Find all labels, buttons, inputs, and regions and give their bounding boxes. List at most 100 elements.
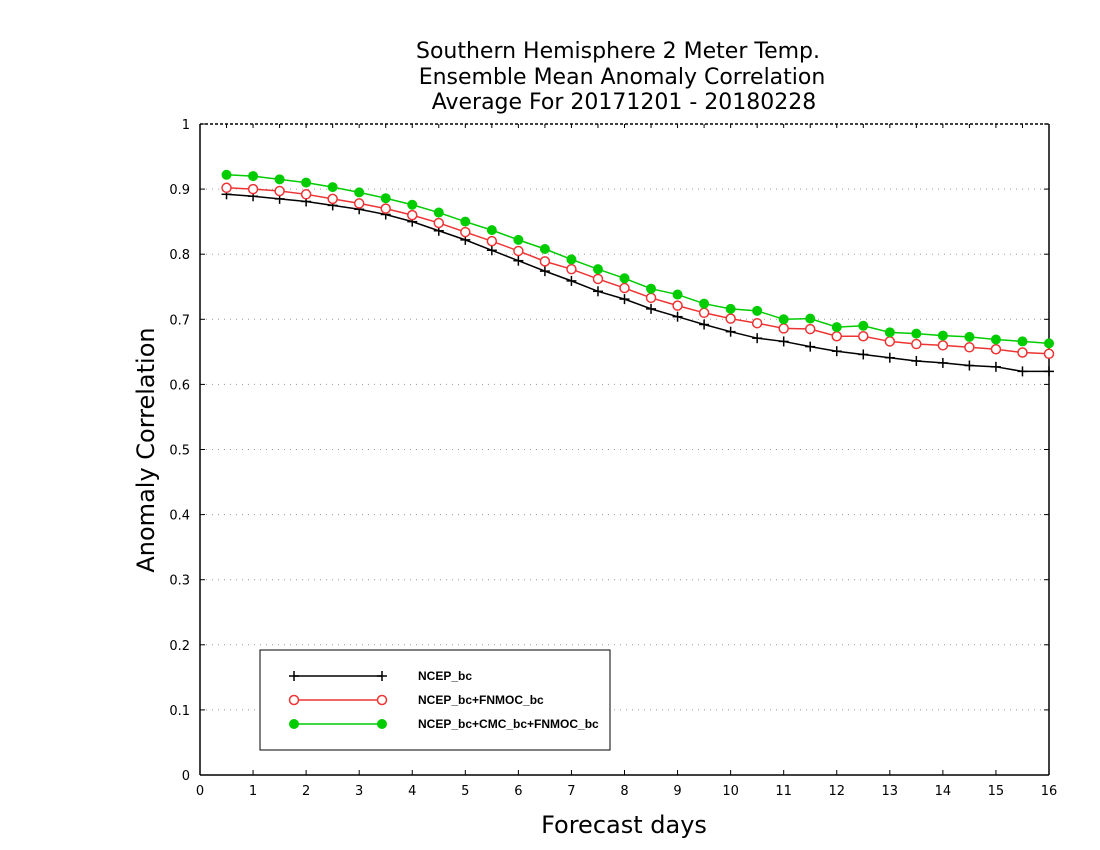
data-point [380,193,391,204]
data-point [778,314,789,325]
x-tick-label: 9 [673,784,681,799]
data-point [1044,366,1054,377]
data-point [937,330,948,341]
data-point [964,342,975,353]
y-axis-label: Anomaly Correlation [132,327,160,572]
data-point [407,199,418,210]
y-axis-ticks: 0 0.1 0.2 0.3 0.4 0.5 0.6 0.7 0.8 0.9 1 [169,118,1049,784]
data-point [990,334,1001,345]
y-tick-label: 0.8 [169,248,190,263]
x-axis-label: Forecast days [541,811,707,839]
x-tick-label: 3 [355,784,363,799]
data-point [327,193,338,205]
data-point [645,292,657,304]
x-tick-label: 5 [461,784,469,799]
data-point [619,294,630,305]
data-point [407,209,418,221]
legend: NCEP_bc NCEP_bc+FNMOC_bc NCEP_bc+CMC_bc+FN… [259,649,611,751]
y-tick-label: 0.2 [169,639,190,654]
data-point [964,360,975,371]
data-point [884,336,896,347]
x-tick-label: 7 [567,784,575,799]
data-point [858,330,869,342]
data-point [778,323,789,334]
data-point [300,189,312,200]
data-point [221,182,232,194]
data-point [248,171,259,182]
data-point [460,216,471,227]
x-tick-label: 6 [514,784,522,799]
x-tick-label: 2 [302,784,310,799]
data-point [937,340,949,351]
legend-label: NCEP_bc+CMC_bc+FNMOC_bc [418,717,599,731]
x-tick-label: 8 [620,784,628,799]
series-1 [221,182,1055,360]
data-point [699,298,710,309]
title-line-1: Southern Hemisphere 2 Meter Temp. [416,39,820,64]
series-2 [221,169,1054,349]
data-point [486,245,497,256]
legend-label: NCEP_bc+FNMOC_bc [418,693,544,707]
x-tick-label: 14 [935,784,952,799]
data-point [619,282,630,294]
data-point [513,255,524,266]
data-point [513,234,524,245]
data-point [646,303,657,314]
data-point [539,243,550,254]
legend-entry-0: NCEP_bc [289,669,472,683]
title-line-3: Average For 20171201 - 20180228 [432,90,817,115]
data-point [539,266,550,277]
data-point [592,264,603,275]
data-point [884,352,895,363]
data-point [990,361,1001,372]
series-0 [221,189,1054,377]
data-point [751,317,763,329]
data-point [911,355,922,366]
data-series [221,169,1055,377]
data-point [539,256,551,267]
data-point [672,300,683,311]
data-point [592,273,604,285]
y-tick-label: 0 [182,769,190,784]
series-line [226,174,1050,345]
y-tick-label: 0.4 [169,509,190,524]
x-axis-ticks: 0 1 2 3 4 5 6 7 8 9 10 11 12 13 14 15 16 [196,124,1057,799]
data-point [725,313,736,324]
data-point [911,328,922,339]
data-point [699,319,710,330]
legend-box [259,649,611,751]
data-point [592,286,603,297]
data-point [805,313,816,324]
x-tick-label: 4 [408,784,416,799]
data-point [353,198,365,209]
data-point [672,311,683,322]
data-point [380,203,391,214]
data-point [1017,336,1028,347]
data-point [831,330,842,342]
y-tick-label: 0.5 [169,444,190,459]
data-point [911,338,922,350]
y-tick-label: 1 [182,118,190,133]
data-point [672,289,683,300]
data-point [433,207,444,218]
data-point [1017,366,1028,377]
y-tick-label: 0.3 [169,574,190,589]
data-point [566,263,577,275]
data-point [327,182,338,193]
x-tick-label: 13 [882,784,899,799]
y-tick-label: 0.9 [169,183,190,198]
data-point [566,275,577,286]
y-tick-label: 0.6 [169,378,190,393]
data-point [831,346,842,357]
data-point [433,217,445,229]
x-tick-label: 15 [988,784,1005,799]
data-point [486,225,497,236]
data-point [831,322,842,333]
data-point [1044,338,1054,349]
data-point [698,307,710,319]
data-point [646,283,657,294]
data-point [619,273,630,284]
data-point [858,349,869,360]
x-tick-label: 10 [722,784,739,799]
